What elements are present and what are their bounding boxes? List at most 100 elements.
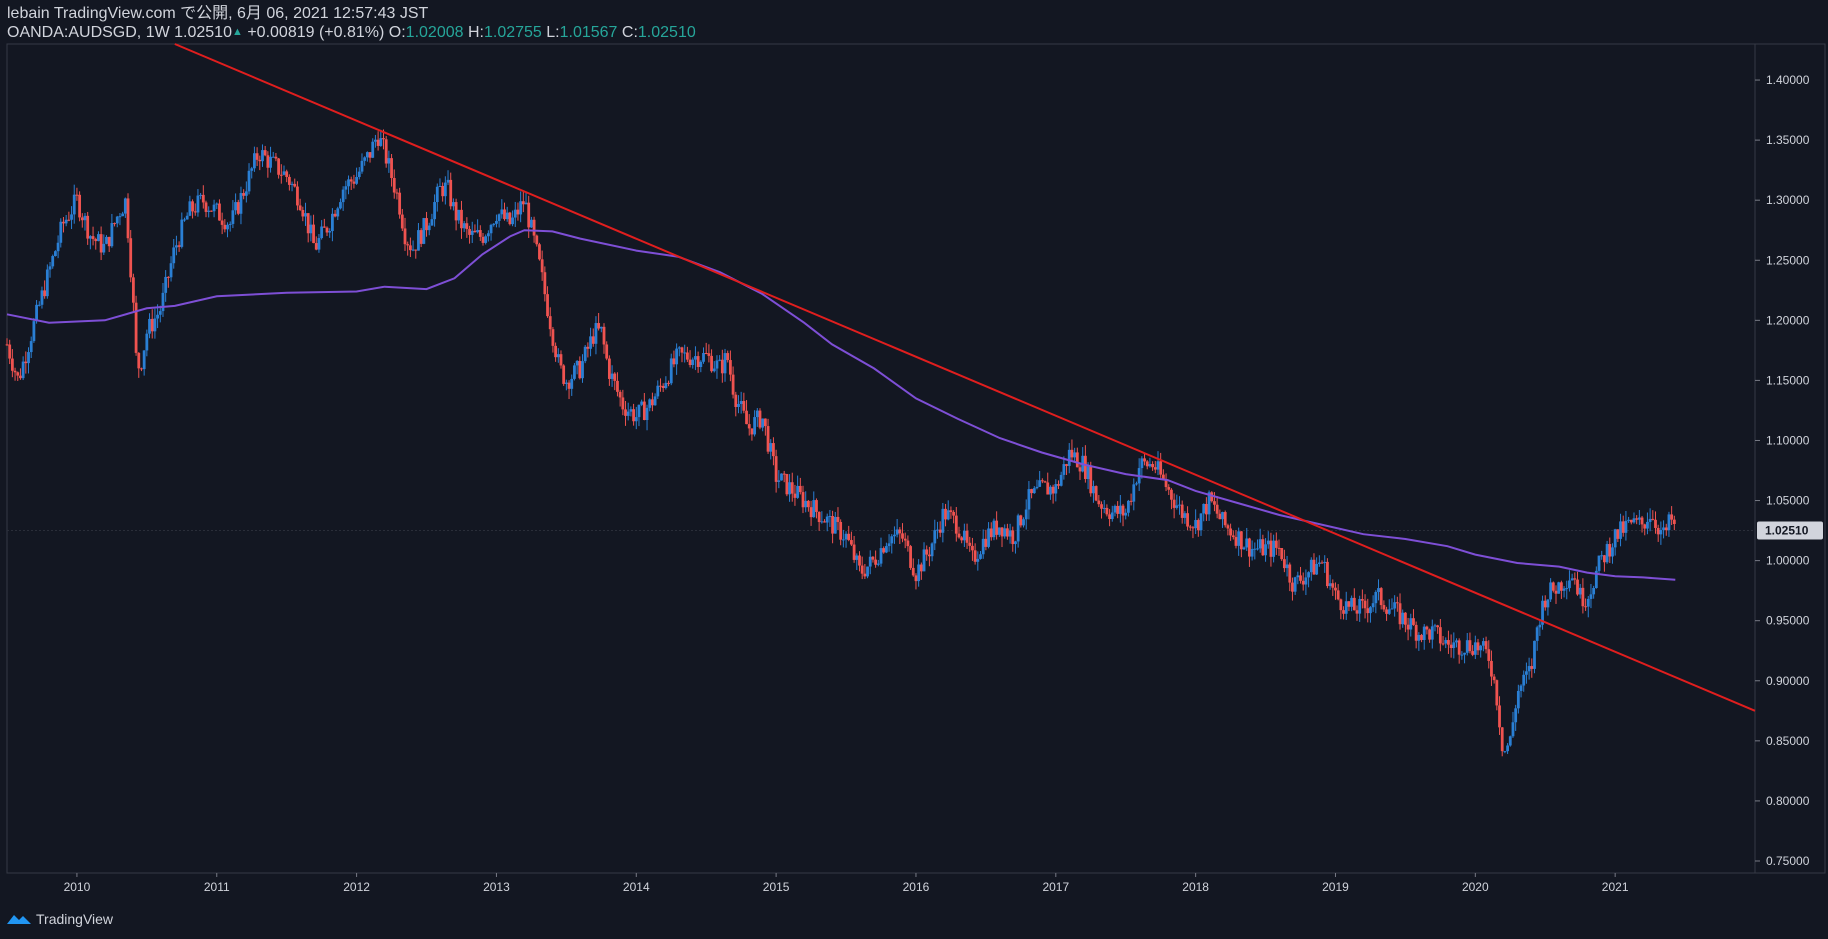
candle-body bbox=[928, 554, 931, 557]
candle-body bbox=[1616, 529, 1620, 539]
candle-body bbox=[702, 353, 705, 362]
candle-body bbox=[234, 202, 237, 211]
candle-body bbox=[1092, 486, 1095, 494]
candle-body bbox=[669, 358, 673, 384]
candle-body bbox=[1447, 640, 1450, 645]
candle-body bbox=[1143, 458, 1146, 462]
x-tick-label: 2010 bbox=[64, 880, 91, 894]
candle-body bbox=[365, 152, 369, 158]
candle-body bbox=[1170, 489, 1173, 500]
y-tick-label: 1.05000 bbox=[1766, 494, 1810, 508]
candle-body bbox=[1223, 512, 1227, 526]
candle-body bbox=[1188, 526, 1192, 528]
candle-body bbox=[607, 358, 611, 379]
candle-body bbox=[809, 507, 813, 518]
candle-body bbox=[1436, 625, 1440, 628]
candle-body bbox=[653, 396, 657, 406]
candle-body bbox=[403, 228, 407, 245]
candle-body bbox=[446, 179, 450, 183]
candle-body bbox=[1234, 537, 1238, 546]
candle-body bbox=[290, 183, 294, 185]
candle-body bbox=[855, 555, 859, 560]
candle-body bbox=[632, 409, 635, 422]
candle-body bbox=[1272, 540, 1276, 557]
candle-body bbox=[1331, 583, 1335, 588]
candle-body bbox=[895, 529, 899, 535]
candle-body bbox=[815, 500, 818, 512]
candle-body bbox=[263, 150, 267, 156]
candle-body bbox=[56, 242, 60, 252]
candle-body bbox=[777, 480, 781, 482]
candle-body bbox=[1406, 624, 1410, 630]
candle-body bbox=[1022, 519, 1025, 526]
candle-body bbox=[341, 189, 345, 203]
candle-body bbox=[1651, 518, 1655, 520]
candle-body bbox=[564, 382, 568, 384]
candle-body bbox=[1237, 531, 1241, 546]
candle-body bbox=[317, 238, 321, 250]
candle-body bbox=[296, 186, 299, 206]
candle-body bbox=[1291, 582, 1294, 592]
candle-body bbox=[1097, 500, 1101, 505]
candle-body bbox=[1016, 515, 1020, 542]
candle-body bbox=[1089, 466, 1093, 494]
candle-body bbox=[1127, 500, 1130, 513]
tradingview-logo-icon[interactable] bbox=[6, 912, 32, 926]
candle-body bbox=[169, 263, 173, 278]
candle-body bbox=[1352, 597, 1356, 611]
candle-body bbox=[204, 202, 208, 212]
x-tick-label: 2013 bbox=[483, 880, 510, 894]
candle-body bbox=[1156, 461, 1160, 470]
candle-body bbox=[1554, 590, 1558, 594]
candle-body bbox=[626, 411, 630, 416]
candle-body bbox=[1108, 514, 1111, 520]
candle-body bbox=[866, 566, 869, 577]
candle-body bbox=[430, 219, 434, 226]
candle-body bbox=[1385, 609, 1388, 614]
candle-body bbox=[844, 533, 848, 540]
candle-body bbox=[981, 538, 985, 555]
candle-body bbox=[1592, 588, 1596, 595]
candle-body bbox=[1533, 640, 1536, 669]
candle-body bbox=[183, 219, 186, 221]
candle-body bbox=[1584, 606, 1587, 608]
candle-body bbox=[438, 185, 442, 187]
candle-body bbox=[1516, 690, 1520, 709]
candle-body bbox=[468, 229, 471, 235]
candle-body bbox=[613, 373, 617, 381]
candle-body bbox=[1051, 486, 1055, 494]
candle-body bbox=[1460, 654, 1464, 656]
candle-body bbox=[597, 323, 601, 329]
candle-body bbox=[1412, 618, 1415, 625]
candle-body bbox=[312, 224, 315, 244]
candle-body bbox=[131, 277, 135, 303]
candle-body bbox=[1428, 629, 1432, 640]
candle-body bbox=[1304, 577, 1308, 585]
candle-body bbox=[1654, 519, 1657, 528]
candle-body bbox=[1175, 505, 1179, 508]
candle-body bbox=[86, 215, 90, 239]
y-tick-label: 1.35000 bbox=[1766, 133, 1810, 147]
candle-body bbox=[376, 139, 380, 146]
y-tick-label: 1.15000 bbox=[1766, 373, 1810, 387]
candle-body bbox=[1253, 548, 1257, 550]
candle-body bbox=[1471, 651, 1475, 655]
candle-body bbox=[339, 202, 342, 209]
candle-body bbox=[715, 360, 719, 369]
candle-body bbox=[1256, 548, 1259, 550]
candle-body bbox=[766, 426, 770, 452]
candle-body bbox=[279, 174, 283, 176]
candle-body bbox=[78, 194, 82, 218]
trendline[interactable] bbox=[174, 43, 1756, 712]
candle-body bbox=[1285, 564, 1289, 569]
candle-body bbox=[968, 542, 972, 546]
candle-body bbox=[739, 401, 743, 404]
footer-brand[interactable]: TradingView bbox=[36, 911, 114, 927]
symbol-interval[interactable]: OANDA:AUDSGD, 1W bbox=[7, 24, 170, 41]
candle-body bbox=[1159, 461, 1163, 475]
candle-body bbox=[868, 556, 872, 567]
candle-body bbox=[1643, 524, 1647, 529]
candle-body bbox=[847, 533, 851, 541]
candle-body bbox=[29, 341, 33, 353]
